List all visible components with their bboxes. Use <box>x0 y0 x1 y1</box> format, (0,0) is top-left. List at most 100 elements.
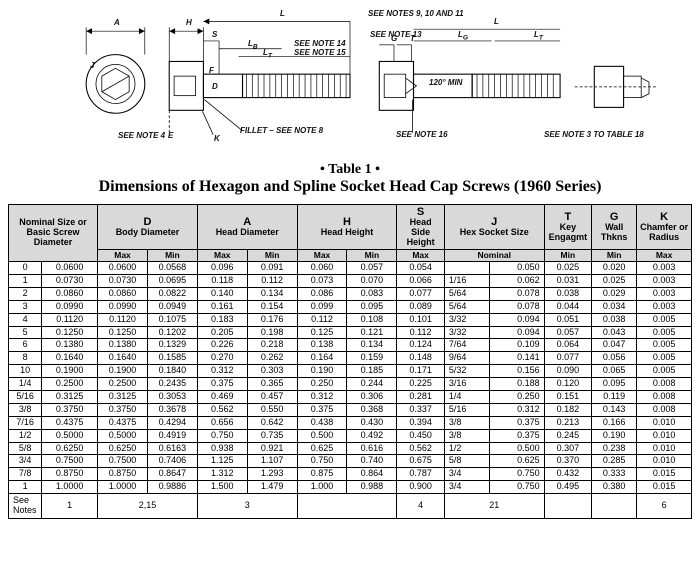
table-cell: 1 <box>9 481 42 494</box>
table-cell: 0.0860 <box>42 287 98 300</box>
dimensions-table: Nominal Size or Basic Screw Diameter DBo… <box>8 204 692 519</box>
table-cell: 0.090 <box>544 365 592 378</box>
table-cell: 8 <box>9 352 42 365</box>
dim-T: T <box>410 34 415 43</box>
table-cell: 0.148 <box>397 352 445 365</box>
table-cell: 0.1640 <box>98 352 148 365</box>
table-cell: 0.6163 <box>147 442 197 455</box>
table-cell: 0.0860 <box>98 287 148 300</box>
table-cell: 0.064 <box>544 339 592 352</box>
see-notes-cell <box>592 494 637 519</box>
table-cell: 0.0949 <box>147 300 197 313</box>
table-cell: 0.038 <box>544 287 592 300</box>
table-cell: 0.1380 <box>42 339 98 352</box>
dim-LT: LT <box>534 30 543 42</box>
table-cell: 0.4375 <box>98 416 148 429</box>
table-cell: 0.312 <box>297 391 347 404</box>
table-cell: 0.134 <box>347 339 397 352</box>
table-cell: 0.099 <box>297 300 347 313</box>
table-cell: 1/16 <box>444 275 489 288</box>
table-cell: 2 <box>9 287 42 300</box>
table-cell: 0.285 <box>592 455 637 468</box>
table-cell: 0.270 <box>197 352 247 365</box>
table-cell: 3/8 <box>9 403 42 416</box>
table-cell: 3/8 <box>444 416 489 429</box>
table-cell: 0.183 <box>197 313 247 326</box>
table-cell: 0.003 <box>637 262 692 275</box>
table-cell: 0.025 <box>592 275 637 288</box>
table-cell: 5/64 <box>444 287 489 300</box>
table-row: 00.06000.06000.05680.0960.0910.0600.0570… <box>9 262 692 275</box>
table-cell: 0.166 <box>592 416 637 429</box>
table-cell: 0.750 <box>297 455 347 468</box>
table-cell: 0.394 <box>397 416 445 429</box>
table-cell: 0.1900 <box>42 365 98 378</box>
see-notes-label: SeeNotes <box>9 494 42 519</box>
table-cell: 0.060 <box>297 262 347 275</box>
dim-L: L <box>280 9 285 18</box>
table-cell: 0.1329 <box>147 339 197 352</box>
table-cell: 0.750 <box>489 468 544 481</box>
table-cell: 0.043 <box>592 326 637 339</box>
table-row: 100.19000.19000.18400.3120.3030.1900.185… <box>9 365 692 378</box>
table-cell: 0.190 <box>297 365 347 378</box>
table-cell: 6 <box>9 339 42 352</box>
table-cell: 0.3750 <box>42 403 98 416</box>
table-cell: 1/4 <box>9 378 42 391</box>
table-cell: 0.066 <box>397 275 445 288</box>
table-cell: 0.015 <box>637 481 692 494</box>
table-cell: 0.108 <box>347 313 397 326</box>
table-cell: 0.368 <box>347 403 397 416</box>
table-cell: 0.375 <box>489 416 544 429</box>
table-cell: 0.125 <box>297 326 347 339</box>
table-cell: 0.003 <box>637 275 692 288</box>
table-cell: 0.370 <box>544 455 592 468</box>
table-cell: 0.8750 <box>98 468 148 481</box>
see-notes-cell: 2,15 <box>98 494 198 519</box>
table-cell: 0.250 <box>297 378 347 391</box>
table-cell: 0.492 <box>347 429 397 442</box>
table-cell: 0.0990 <box>98 300 148 313</box>
table-cell: 0.176 <box>247 313 297 326</box>
table-cell: 0.8647 <box>147 468 197 481</box>
table-cell: 0.141 <box>489 352 544 365</box>
table-cell: 0.198 <box>247 326 297 339</box>
table-cell: 5/16 <box>9 391 42 404</box>
table-cell: 0.218 <box>247 339 297 352</box>
page-root: A H L S LB LT SEE NOTES 9, 10 AND 11 SEE… <box>0 0 700 529</box>
table-cell: 0.656 <box>197 416 247 429</box>
note-fillet: FILLET – SEE NOTE 8 <box>240 126 323 135</box>
table-row: 40.11200.11200.10750.1830.1760.1120.1080… <box>9 313 692 326</box>
table-cell: 0.038 <box>592 313 637 326</box>
table-cell: 0.094 <box>489 313 544 326</box>
note-3: SEE NOTE 3 TO TABLE 18 <box>544 130 644 139</box>
table-cell: 0.134 <box>247 287 297 300</box>
table-cell: 0.020 <box>592 262 637 275</box>
table-cell: 0.010 <box>637 442 692 455</box>
th-G: GWall Thkns <box>592 205 637 250</box>
table-cell: 0.740 <box>347 455 397 468</box>
th-K-max: Max <box>637 249 692 261</box>
table-cell: 0.0990 <box>42 300 98 313</box>
table-cell: 0.562 <box>197 403 247 416</box>
table-row: 1/40.25000.25000.24350.3750.3650.2500.24… <box>9 378 692 391</box>
table-cell: 0.562 <box>397 442 445 455</box>
dim-D: D <box>212 82 218 91</box>
table-cell: 0.4375 <box>42 416 98 429</box>
table-cell: 0.086 <box>297 287 347 300</box>
see-notes-cell: 3 <box>197 494 297 519</box>
table-row: 20.08600.08600.08220.1400.1340.0860.0830… <box>9 287 692 300</box>
dim-S: S <box>212 30 217 39</box>
table-cell: 0.7500 <box>98 455 148 468</box>
table-cell: 0.616 <box>347 442 397 455</box>
table-cell: 0.450 <box>397 429 445 442</box>
table-cell: 0.4919 <box>147 429 197 442</box>
table-cell: 0.070 <box>347 275 397 288</box>
table-cell: 0.245 <box>544 429 592 442</box>
table-cell: 0.062 <box>489 275 544 288</box>
table-cell: 0.119 <box>592 391 637 404</box>
table-cell: 1 <box>9 275 42 288</box>
table-cell: 0.121 <box>347 326 397 339</box>
note-16: SEE NOTE 16 <box>396 130 448 139</box>
table-cell: 0.787 <box>397 468 445 481</box>
